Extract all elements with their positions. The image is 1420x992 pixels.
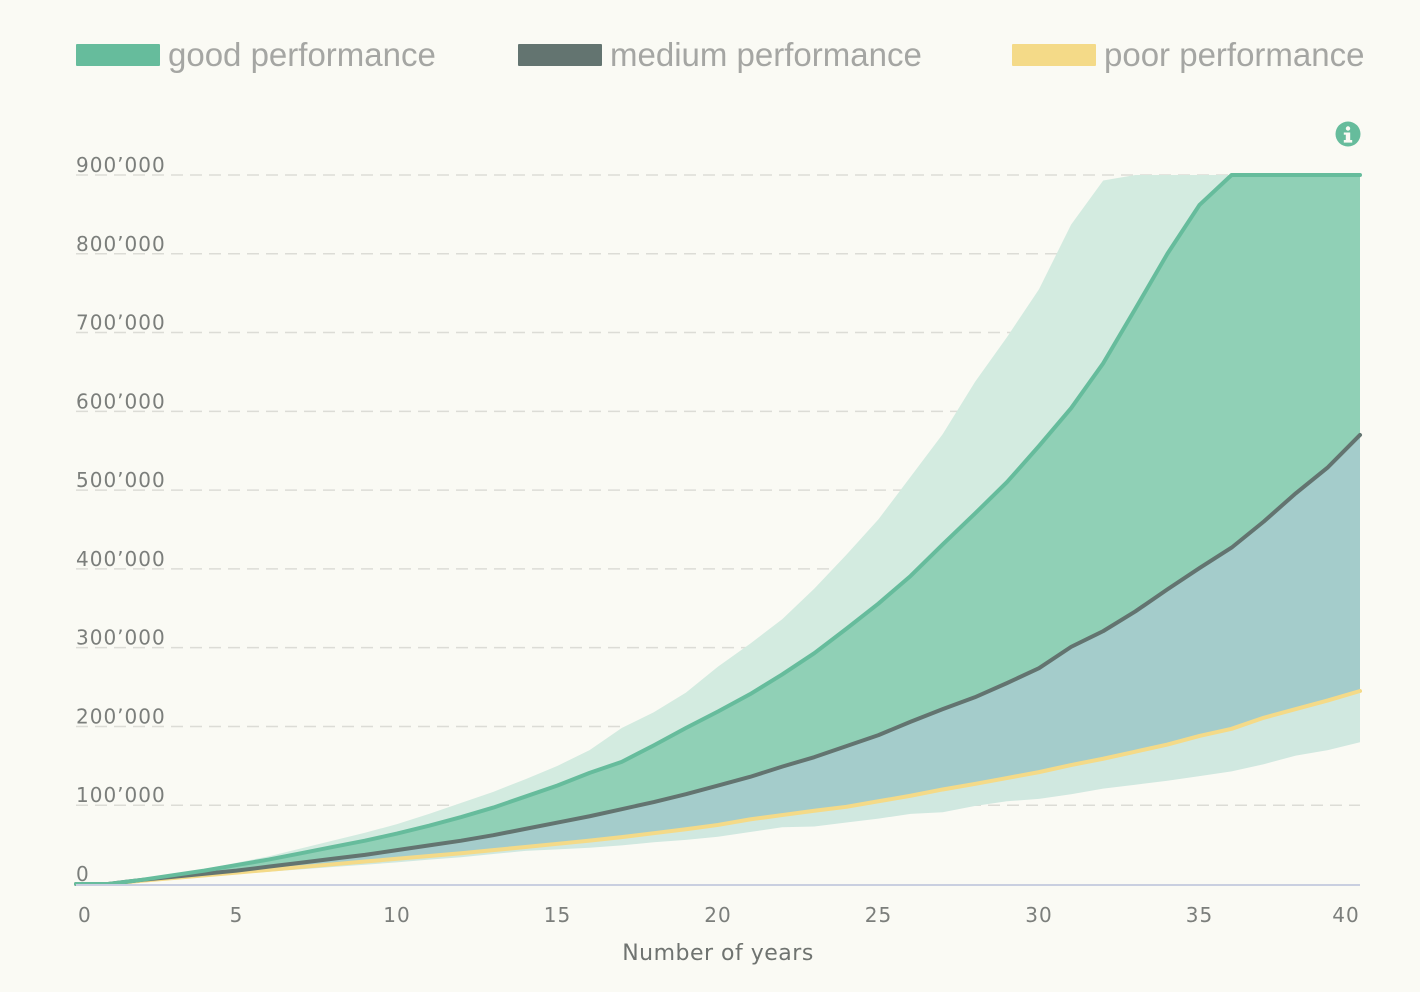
chart-lines <box>74 173 1362 886</box>
legend-item-poor[interactable]: poor performance <box>1012 36 1364 73</box>
x-tick-label: 30 <box>1025 903 1052 927</box>
y-tick-label: 500’000 <box>76 468 166 492</box>
y-tick-label: 400’000 <box>76 547 166 571</box>
band-good-upper-band <box>76 175 1360 884</box>
y-tick-label: 600’000 <box>76 389 166 413</box>
y-tick-label: 900’000 <box>76 153 166 177</box>
x-tick-label: 40 <box>1332 903 1359 927</box>
x-tick-label: 5 <box>230 903 244 927</box>
info-icon-dot <box>1345 126 1351 131</box>
series-line-medium-performance[interactable] <box>74 432 1362 886</box>
x-tick-label: 20 <box>704 903 731 927</box>
info-icon[interactable] <box>1335 121 1361 147</box>
info-icon-base <box>1343 140 1353 143</box>
y-tick-label: 100’000 <box>76 783 166 807</box>
legend-item-medium[interactable]: medium performance <box>518 36 922 73</box>
x-tick-label: 25 <box>865 903 892 927</box>
chart-bands <box>76 175 1360 884</box>
y-tick-labels: 0 100’000 200’000 300’000 400’000 500’000 600’… <box>76 153 166 886</box>
legend-swatch-good <box>76 44 160 66</box>
legend-swatch-medium <box>518 44 602 66</box>
legend-label-poor: poor performance <box>1104 36 1364 73</box>
y-tick-label: 0 <box>76 862 90 886</box>
legend-swatch-poor <box>1012 44 1096 66</box>
x-tick-label: 10 <box>383 903 410 927</box>
series-line-good-performance[interactable] <box>74 173 1362 886</box>
x-tick-label: 15 <box>544 903 571 927</box>
info-icon-cap <box>1343 132 1348 135</box>
info-icon-stem <box>1345 132 1351 142</box>
x-tick-label: 0 <box>78 903 92 927</box>
legend: good performance medium performance poor… <box>76 36 1364 73</box>
band-good-to-medium-band <box>76 175 1360 884</box>
x-axis-label: Number of years <box>622 941 814 966</box>
y-tick-label: 700’000 <box>76 311 166 335</box>
band-poor-lower-band <box>76 690 1360 884</box>
x-tick-label: 35 <box>1186 903 1213 927</box>
legend-item-good[interactable]: good performance <box>76 36 436 73</box>
y-tick-label: 200’000 <box>76 704 166 728</box>
legend-label-good: good performance <box>168 36 436 73</box>
y-tick-label: 800’000 <box>76 232 166 256</box>
y-tick-label: 300’000 <box>76 626 166 650</box>
x-tick-labels: 0 5 10 15 20 25 30 35 40 <box>78 903 1359 927</box>
legend-label-medium: medium performance <box>610 36 922 73</box>
series-line-poor-performance[interactable] <box>74 688 1362 886</box>
